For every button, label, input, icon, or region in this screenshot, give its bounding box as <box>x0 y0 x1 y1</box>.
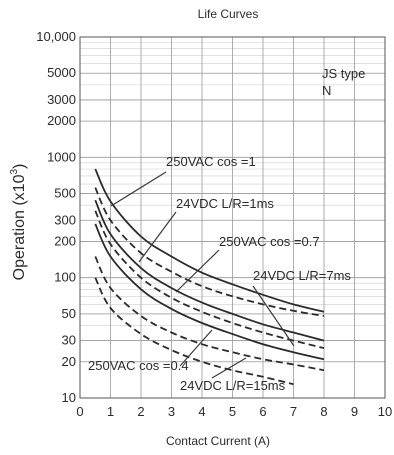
series-line-2 <box>94 187 325 317</box>
annotation-label: 250VAC cos =0.4 <box>88 358 189 373</box>
x-tick-label: 5 <box>229 404 236 419</box>
x-axis-title: Contact Current (A) <box>166 434 270 448</box>
y-tick-label: 10,000 <box>36 29 76 44</box>
grid-layer <box>79 36 386 399</box>
series-line-3 <box>94 199 325 342</box>
y-tick-label: 200 <box>54 233 76 248</box>
x-tick-label: 2 <box>137 404 144 419</box>
annotation-label: 24VDC L/R=15ms <box>180 378 286 393</box>
x-tick-label: 6 <box>259 404 266 419</box>
x-tick-label: 3 <box>168 404 175 419</box>
x-tick-label: 10 <box>378 404 392 419</box>
y-axis-title-close: ) <box>11 164 28 169</box>
annotation-leader <box>252 285 295 347</box>
leader-layer <box>110 171 295 379</box>
annotation-label: 24VDC L/R=7ms <box>253 268 351 283</box>
annotation-label: 250VAC cos =1 <box>166 154 256 169</box>
annotation-leader <box>175 249 220 293</box>
annotation-label: 24VDC L/R=1ms <box>176 196 274 211</box>
annotation-leader <box>110 171 167 207</box>
y-tick-label: 300 <box>54 212 76 227</box>
annotation-labels: 250VAC cos =1 24VDC L/R=1ms 250VAC cos =0.… <box>88 154 351 393</box>
x-tick-label: 9 <box>351 404 358 419</box>
series-line-4 <box>94 210 325 349</box>
type-note-line2: N <box>322 83 331 98</box>
series-layer <box>94 168 325 386</box>
y-tick-label: 500 <box>54 186 76 201</box>
frame-layer <box>79 36 386 399</box>
y-axis-title-main: Operation (x10 <box>11 174 28 280</box>
y-tick-label: 20 <box>62 354 76 369</box>
type-note-line1: JS type <box>322 66 365 81</box>
y-tick-label: 10 <box>62 390 76 405</box>
annotation-leader <box>211 357 247 379</box>
y-axis-title-superscript: 3 <box>9 169 20 175</box>
annotation-leader <box>138 211 177 263</box>
annotation-label: 250VAC cos =0.7 <box>219 234 320 249</box>
series-line-5 <box>94 223 325 361</box>
chart-title: Life Curves <box>198 7 259 21</box>
y-tick-label: 100 <box>54 270 76 285</box>
y-tick-label: 3000 <box>47 92 76 107</box>
x-tick-label: 8 <box>320 404 327 419</box>
y-tick-label: 5000 <box>47 65 76 80</box>
y-tick-label: 50 <box>62 306 76 321</box>
plot-frame <box>79 36 386 399</box>
y-tick-label: 2000 <box>47 113 76 128</box>
x-tick-label: 7 <box>290 404 297 419</box>
y-axis-title: Operation (x103) <box>9 164 28 281</box>
y-tick-label: 30 <box>62 333 76 348</box>
x-tick-label: 4 <box>198 404 205 419</box>
x-tick-labels: 0 1 2 3 4 5 6 7 8 9 10 <box>76 404 392 419</box>
x-tick-label: 0 <box>76 404 83 419</box>
annotation-leader <box>179 329 213 367</box>
y-tick-label: 1000 <box>47 149 76 164</box>
y-tick-labels: 10 20 30 50 100 200 300 500 1000 2000 3000 5000 10,0… <box>36 29 76 405</box>
series-line-7 <box>94 277 294 386</box>
x-tick-label: 1 <box>107 404 114 419</box>
series-line-6 <box>94 256 325 372</box>
series-line-1 <box>94 168 325 313</box>
